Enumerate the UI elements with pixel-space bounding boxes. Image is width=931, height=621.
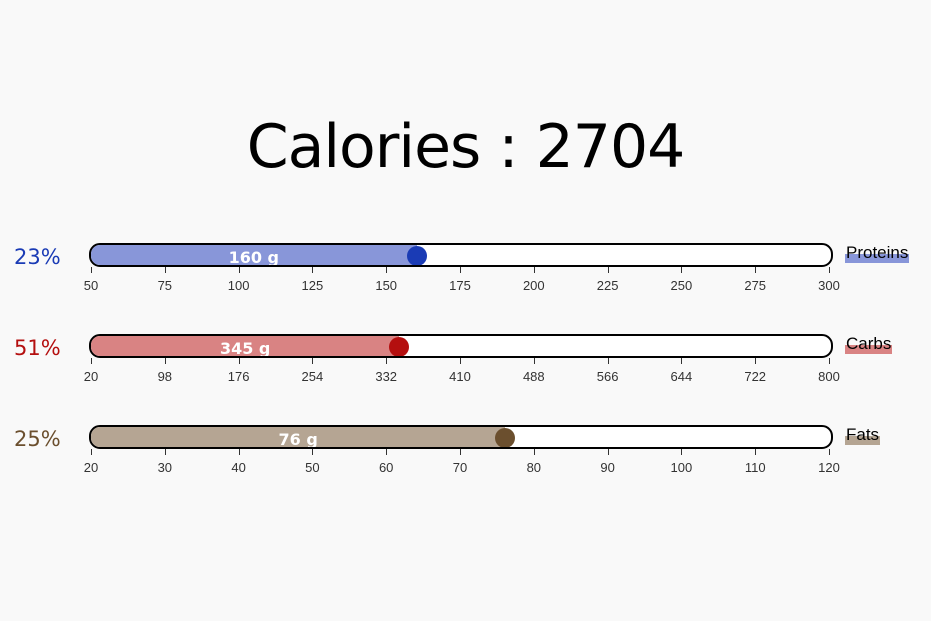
macro-row-proteins: 23% 160 g Proteins 50 75 100 125 150 175 200 22… <box>0 243 931 293</box>
macro-name: Fats <box>845 425 881 445</box>
axis-tick-label: 50 <box>305 460 320 475</box>
axis-tick <box>533 358 535 364</box>
axis-tick-label: 20 <box>83 369 99 384</box>
axis-tick <box>607 449 609 455</box>
macro-slider-track[interactable]: 345 g <box>89 334 833 358</box>
axis-tick-label: 50 <box>83 278 99 293</box>
macro-slider-fill <box>91 245 417 265</box>
macro-axis: 50 75 100 125 150 175 200 225 250 275 300 <box>84 267 840 293</box>
axis-tick <box>238 449 240 455</box>
axis-tick <box>386 358 388 364</box>
axis-tick-label: 110 <box>744 460 766 475</box>
axis-tick <box>91 267 92 273</box>
axis-tick <box>533 449 535 455</box>
macro-grams-label: 76 g <box>278 430 318 449</box>
macro-slider-fill <box>91 336 400 356</box>
axis-tick-label: 40 <box>231 460 246 475</box>
axis-tick-label: 800 <box>818 369 840 384</box>
axis-tick-label: 70 <box>452 460 468 475</box>
axis-tick-label: 225 <box>596 278 619 293</box>
axis-tick-label: 30 <box>157 460 173 475</box>
axis-tick-label: 332 <box>375 369 398 384</box>
axis-tick-label: 275 <box>744 278 767 293</box>
axis-tick <box>312 449 314 455</box>
axis-tick-label: 80 <box>526 460 542 475</box>
axis-tick <box>238 358 240 364</box>
axis-tick <box>829 358 830 364</box>
axis-tick <box>755 267 757 273</box>
macro-slider-track[interactable]: 76 g <box>89 425 833 449</box>
macro-percent: 51% <box>14 336 61 360</box>
axis-tick <box>607 358 609 364</box>
axis-tick-label: 410 <box>449 369 471 384</box>
axis-tick-label: 100 <box>227 278 250 293</box>
axis-tick <box>238 267 240 273</box>
axis-tick <box>681 358 683 364</box>
axis-tick-label: 125 <box>301 278 324 293</box>
axis-tick-label: 60 <box>378 460 394 475</box>
axis-tick <box>829 449 830 455</box>
axis-tick <box>91 449 92 455</box>
axis-tick-label: 488 <box>522 369 545 384</box>
axis-tick-label: 90 <box>600 460 615 475</box>
axis-tick-label: 722 <box>744 369 767 384</box>
axis-tick-label: 644 <box>670 369 693 384</box>
macro-slider-track[interactable]: 160 g <box>89 243 833 267</box>
macro-slider-knob[interactable] <box>406 246 427 265</box>
macro-grams-label: 345 g <box>219 339 271 358</box>
axis-tick <box>164 358 166 364</box>
macro-name: Carbs <box>845 334 893 354</box>
axis-tick-label: 150 <box>375 278 398 293</box>
axis-tick <box>460 267 461 273</box>
macro-percent: 23% <box>14 245 61 269</box>
macro-axis: 20 30 40 50 60 70 80 90 100 110 120 <box>84 449 840 475</box>
macro-slider-knob[interactable] <box>389 337 410 356</box>
axis-tick-label: 75 <box>157 278 173 293</box>
axis-tick <box>607 267 609 273</box>
axis-tick-label: 20 <box>83 460 99 475</box>
macro-row-fats: 25% 76 g Fats 20 30 40 50 60 70 80 90 100 110 120 <box>0 425 931 475</box>
axis-tick <box>460 358 461 364</box>
macro-name: Proteins <box>845 243 910 263</box>
macro-grams-label: 160 g <box>228 248 280 267</box>
axis-tick <box>312 358 314 364</box>
axis-tick <box>681 449 683 455</box>
axis-tick <box>829 267 830 273</box>
calories-title: Calories : 2704 <box>246 112 686 182</box>
axis-tick-label: 175 <box>449 278 471 293</box>
axis-tick-label: 98 <box>157 369 173 384</box>
axis-tick <box>164 449 166 455</box>
axis-tick <box>386 267 388 273</box>
axis-tick <box>681 267 683 273</box>
axis-tick-label: 120 <box>818 460 840 475</box>
axis-tick <box>164 267 166 273</box>
axis-tick-label: 300 <box>818 278 840 293</box>
axis-tick <box>312 267 314 273</box>
macro-axis: 20 98 176 254 332 410 488 566 644 722 800 <box>84 358 840 384</box>
macro-slider-fill <box>91 427 506 447</box>
macro-percent: 25% <box>14 427 61 451</box>
axis-tick <box>533 267 535 273</box>
axis-tick-label: 176 <box>227 369 250 384</box>
axis-tick <box>386 449 388 455</box>
axis-tick-label: 250 <box>670 278 693 293</box>
macro-row-carbs: 51% 345 g Carbs 20 98 176 254 332 410 488 566 64… <box>0 334 931 384</box>
axis-tick <box>755 358 757 364</box>
macro-slider-knob[interactable] <box>495 428 516 447</box>
axis-tick <box>91 358 92 364</box>
axis-tick-label: 200 <box>522 278 545 293</box>
axis-tick <box>460 449 461 455</box>
axis-tick-label: 254 <box>301 369 324 384</box>
axis-tick-label: 100 <box>670 460 693 475</box>
axis-tick-label: 566 <box>596 369 619 384</box>
axis-tick <box>755 449 757 455</box>
